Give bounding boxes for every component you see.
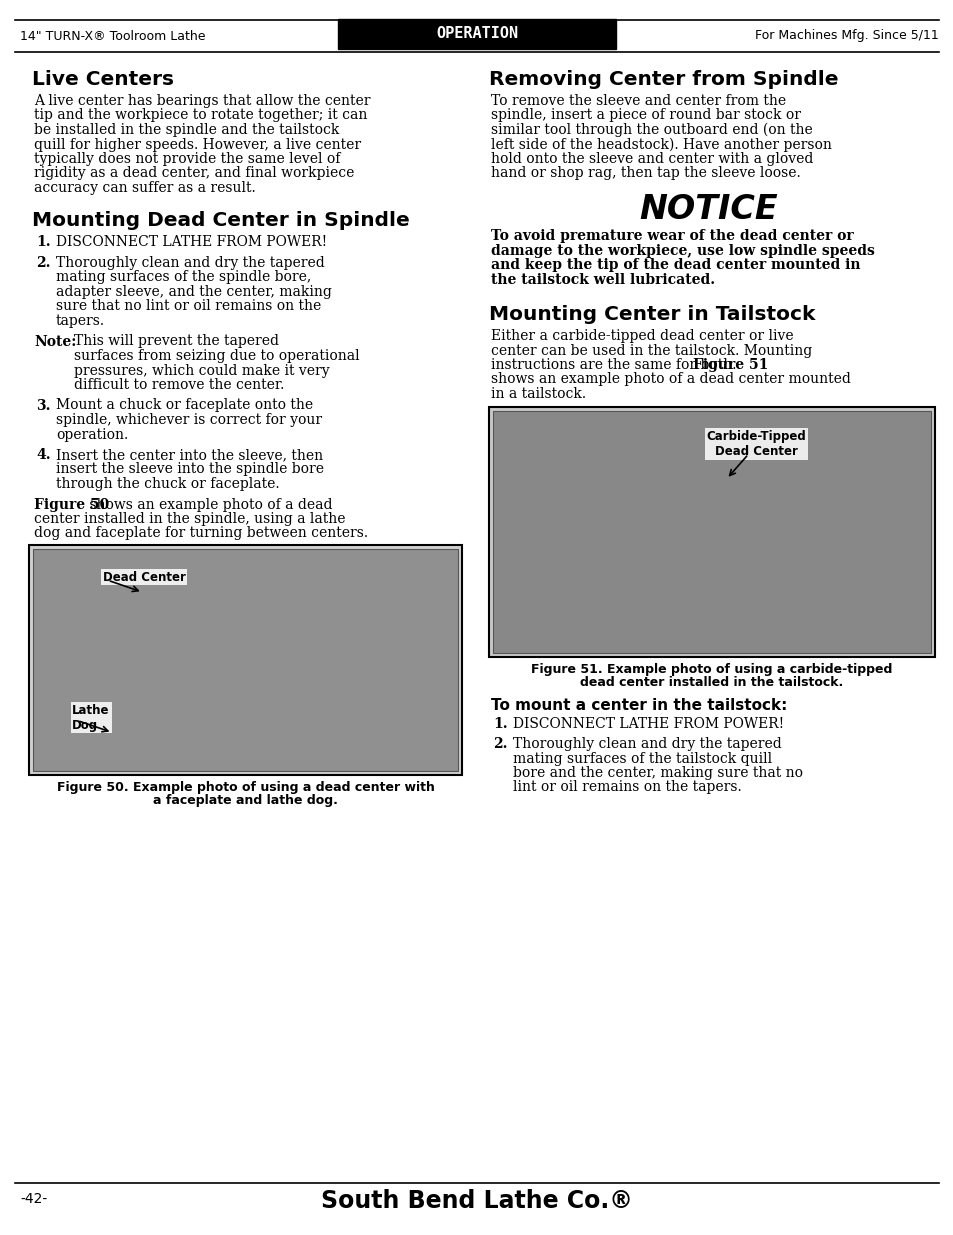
Text: quill for higher speeds. However, a live center: quill for higher speeds. However, a live…: [34, 137, 361, 152]
Text: hold onto the sleeve and center with a gloved: hold onto the sleeve and center with a g…: [491, 152, 813, 165]
Text: mating surfaces of the tailstock quill: mating surfaces of the tailstock quill: [513, 752, 771, 766]
Text: in a tailstock.: in a tailstock.: [491, 387, 585, 401]
Text: Mount a chuck or faceplate onto the: Mount a chuck or faceplate onto the: [56, 399, 313, 412]
Text: hand or shop rag, then tap the sleeve loose.: hand or shop rag, then tap the sleeve lo…: [491, 167, 800, 180]
Text: Either a carbide-tipped dead center or live: Either a carbide-tipped dead center or l…: [491, 329, 793, 343]
FancyBboxPatch shape: [29, 545, 461, 776]
Text: 14" TURN-X® Toolroom Lathe: 14" TURN-X® Toolroom Lathe: [20, 30, 205, 42]
Text: rigidity as a dead center, and final workpiece: rigidity as a dead center, and final wor…: [34, 167, 354, 180]
Text: Mounting Center in Tailstock: Mounting Center in Tailstock: [489, 305, 815, 324]
Text: spindle, insert a piece of round bar stock or: spindle, insert a piece of round bar sto…: [491, 109, 801, 122]
Text: Thoroughly clean and dry the tapered: Thoroughly clean and dry the tapered: [513, 737, 781, 751]
Text: Figure 50. Example photo of using a dead center with: Figure 50. Example photo of using a dead…: [56, 781, 434, 794]
Text: 3.: 3.: [36, 399, 51, 412]
Text: adapter sleeve, and the center, making: adapter sleeve, and the center, making: [56, 285, 332, 299]
Text: Figure 51. Example photo of using a carbide-tipped: Figure 51. Example photo of using a carb…: [531, 662, 892, 676]
Text: through the chuck or faceplate.: through the chuck or faceplate.: [56, 477, 279, 492]
Text: A live center has bearings that allow the center: A live center has bearings that allow th…: [34, 94, 370, 107]
Text: damage to the workpiece, use low spindle speeds: damage to the workpiece, use low spindle…: [491, 243, 874, 258]
Text: dead center installed in the tailstock.: dead center installed in the tailstock.: [579, 676, 842, 688]
Text: 2.: 2.: [36, 256, 51, 270]
Text: DISCONNECT LATHE FROM POWER!: DISCONNECT LATHE FROM POWER!: [56, 236, 327, 249]
Text: OPERATION: OPERATION: [436, 26, 517, 42]
Text: Carbide-Tipped
Dead Center: Carbide-Tipped Dead Center: [706, 430, 805, 458]
Text: NOTICE: NOTICE: [639, 193, 778, 226]
Text: Lathe
Dog: Lathe Dog: [72, 704, 110, 731]
Text: To mount a center in the tailstock:: To mount a center in the tailstock:: [491, 699, 786, 714]
Text: tapers.: tapers.: [56, 314, 105, 329]
Text: To remove the sleeve and center from the: To remove the sleeve and center from the: [491, 94, 785, 107]
Text: pressures, which could make it very: pressures, which could make it very: [74, 363, 330, 378]
Text: Note:: Note:: [34, 335, 76, 348]
Text: operation.: operation.: [56, 427, 128, 441]
Text: similar tool through the outboard end (on the: similar tool through the outboard end (o…: [491, 124, 812, 137]
Text: To avoid premature wear of the dead center or: To avoid premature wear of the dead cent…: [491, 228, 853, 243]
Text: DISCONNECT LATHE FROM POWER!: DISCONNECT LATHE FROM POWER!: [513, 716, 783, 730]
Text: left side of the headstock). Have another person: left side of the headstock). Have anothe…: [491, 137, 831, 152]
Text: -42-: -42-: [20, 1192, 48, 1207]
Text: instructions are the same for both.: instructions are the same for both.: [491, 358, 740, 372]
Text: shows an example photo of a dead: shows an example photo of a dead: [85, 498, 332, 511]
Text: This will prevent the tapered: This will prevent the tapered: [74, 335, 278, 348]
Text: lint or oil remains on the tapers.: lint or oil remains on the tapers.: [513, 781, 741, 794]
Text: mating surfaces of the spindle bore,: mating surfaces of the spindle bore,: [56, 270, 311, 284]
Text: 4.: 4.: [36, 448, 51, 462]
Text: Removing Center from Spindle: Removing Center from Spindle: [489, 70, 838, 89]
Text: insert the sleeve into the spindle bore: insert the sleeve into the spindle bore: [56, 462, 324, 477]
FancyBboxPatch shape: [489, 406, 934, 657]
Text: tip and the workpiece to rotate together; it can: tip and the workpiece to rotate together…: [34, 109, 367, 122]
Text: For Machines Mfg. Since 5/11: For Machines Mfg. Since 5/11: [755, 30, 938, 42]
Text: Mounting Dead Center in Spindle: Mounting Dead Center in Spindle: [32, 211, 410, 231]
Text: a faceplate and lathe dog.: a faceplate and lathe dog.: [152, 794, 337, 806]
Text: Figure 50: Figure 50: [34, 498, 110, 511]
Text: South Bend Lathe Co.®: South Bend Lathe Co.®: [321, 1189, 632, 1213]
Text: 2.: 2.: [493, 737, 507, 751]
Text: surfaces from seizing due to operational: surfaces from seizing due to operational: [74, 350, 359, 363]
Text: typically does not provide the same level of: typically does not provide the same leve…: [34, 152, 340, 165]
Text: dog and faceplate for turning between centers.: dog and faceplate for turning between ce…: [34, 526, 368, 541]
Text: Thoroughly clean and dry the tapered: Thoroughly clean and dry the tapered: [56, 256, 324, 270]
Text: 1.: 1.: [493, 716, 507, 730]
Text: and keep the tip of the dead center mounted in: and keep the tip of the dead center moun…: [491, 258, 860, 272]
Text: spindle, whichever is correct for your: spindle, whichever is correct for your: [56, 412, 322, 427]
Text: Live Centers: Live Centers: [32, 70, 173, 89]
Text: Insert the center into the sleeve, then: Insert the center into the sleeve, then: [56, 448, 323, 462]
FancyBboxPatch shape: [33, 550, 457, 771]
Text: center can be used in the tailstock. Mounting: center can be used in the tailstock. Mou…: [491, 343, 811, 357]
Text: bore and the center, making sure that no: bore and the center, making sure that no: [513, 766, 802, 781]
Text: the tailstock well lubricated.: the tailstock well lubricated.: [491, 273, 715, 287]
FancyBboxPatch shape: [493, 410, 930, 652]
Text: Figure 51: Figure 51: [693, 358, 768, 372]
Text: be installed in the spindle and the tailstock: be installed in the spindle and the tail…: [34, 124, 339, 137]
Text: difficult to remove the center.: difficult to remove the center.: [74, 378, 284, 391]
Text: center installed in the spindle, using a lathe: center installed in the spindle, using a…: [34, 513, 345, 526]
FancyBboxPatch shape: [337, 19, 616, 49]
Text: Dead Center: Dead Center: [103, 571, 185, 584]
Text: sure that no lint or oil remains on the: sure that no lint or oil remains on the: [56, 300, 321, 314]
Text: shows an example photo of a dead center mounted: shows an example photo of a dead center …: [491, 373, 850, 387]
Text: accuracy can suffer as a result.: accuracy can suffer as a result.: [34, 182, 255, 195]
Text: 1.: 1.: [36, 236, 51, 249]
